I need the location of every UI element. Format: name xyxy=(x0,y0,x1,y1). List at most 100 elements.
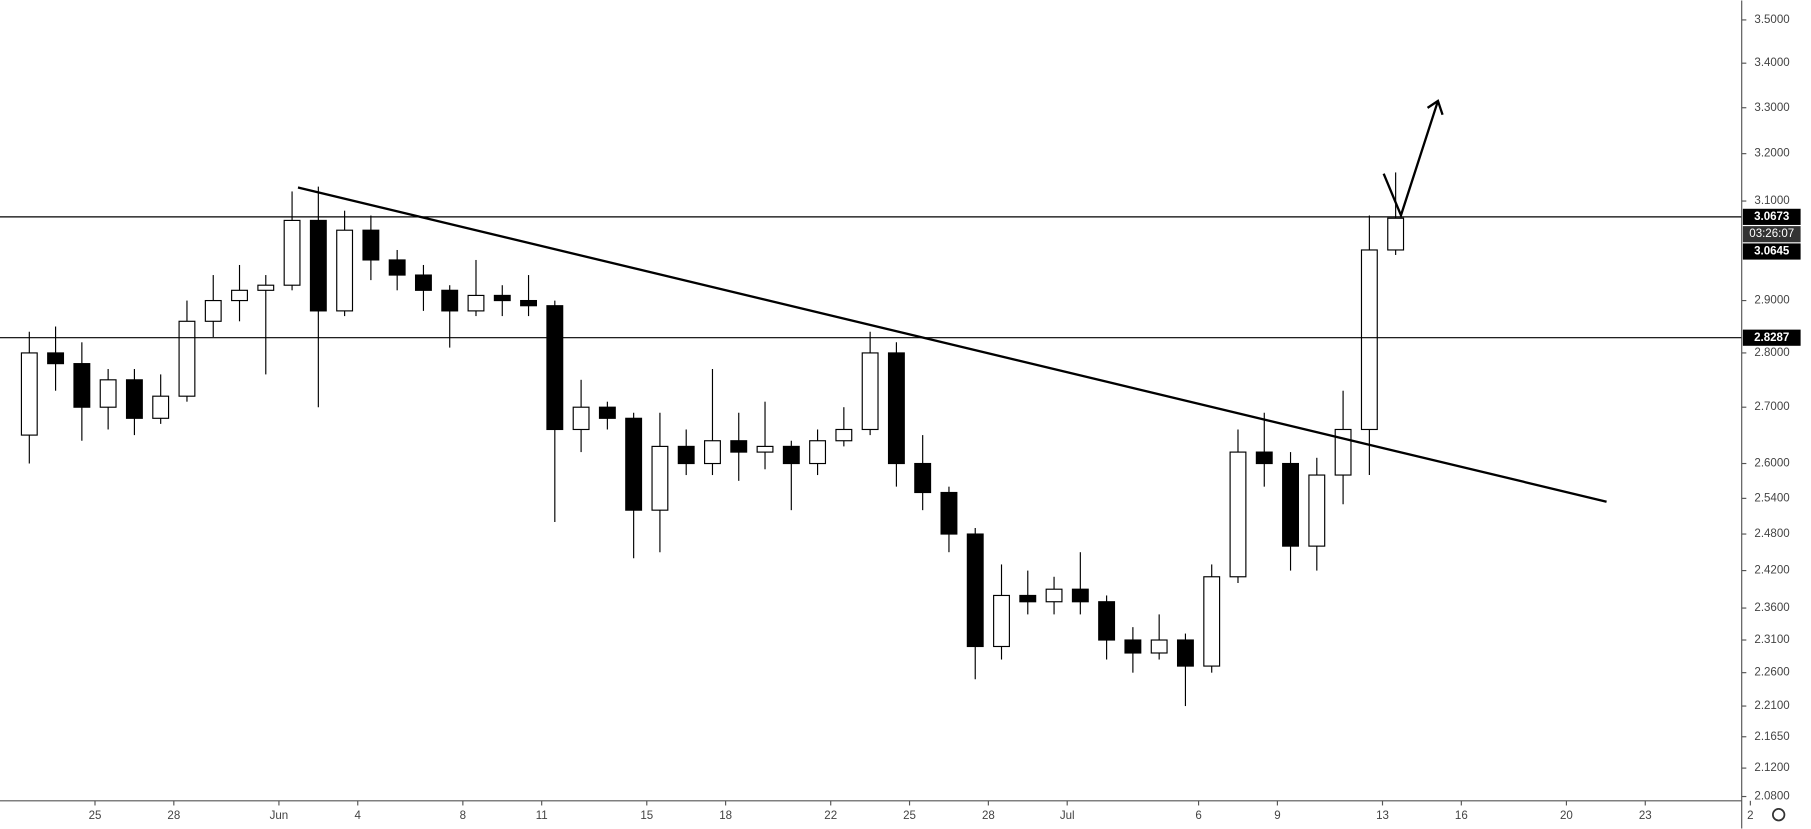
x-tick-label: 25 xyxy=(903,810,916,822)
x-tick-label: 18 xyxy=(719,810,732,822)
candle-body xyxy=(441,289,459,312)
candle-body xyxy=(625,417,643,511)
x-tick-label: 8 xyxy=(460,810,466,822)
candle-body xyxy=(99,379,117,408)
price-label-box xyxy=(1742,208,1801,225)
candle-body xyxy=(362,229,380,261)
candle-body xyxy=(336,229,354,312)
candle-body xyxy=(414,274,432,291)
y-tick-label: 2.3100 xyxy=(1754,634,1789,646)
x-tick-label: 23 xyxy=(1639,810,1652,822)
y-tick-label: 2.7000 xyxy=(1754,401,1789,413)
candle-body xyxy=(1098,601,1116,641)
candle-body xyxy=(309,219,327,312)
candle-body xyxy=(1282,462,1299,547)
x-tick-label: 6 xyxy=(1195,810,1201,822)
candle-body xyxy=(1124,639,1142,654)
candle-body xyxy=(178,320,196,397)
candle-body xyxy=(73,363,91,408)
y-tick-label: 2.0800 xyxy=(1754,791,1789,803)
y-tick-label: 2.1650 xyxy=(1754,731,1789,743)
y-tick-label: 2.2600 xyxy=(1754,667,1789,679)
candle-body xyxy=(1019,594,1037,603)
candle-body xyxy=(1176,639,1194,667)
candle-body xyxy=(204,299,222,322)
y-tick-label: 2.9000 xyxy=(1754,295,1789,307)
candle-body xyxy=(651,445,669,511)
y-tick-label: 2.4200 xyxy=(1754,565,1789,577)
x-tick-label: 28 xyxy=(167,810,180,822)
candle-body xyxy=(940,491,958,535)
candle-body xyxy=(1071,588,1089,603)
candle-body xyxy=(704,440,721,465)
x-tick-label: 25 xyxy=(89,810,102,822)
countdown: 03:26:07 xyxy=(1749,228,1794,240)
y-tick-label: 3.3000 xyxy=(1754,102,1789,114)
projection-arrow xyxy=(1382,100,1440,219)
candle-body xyxy=(231,289,248,302)
x-tick-label: 4 xyxy=(355,810,362,822)
x-tick-label: 9 xyxy=(1274,810,1280,822)
candle-body xyxy=(598,406,616,419)
candle-body xyxy=(782,445,800,465)
countdown-box xyxy=(1742,226,1801,243)
candle-body xyxy=(966,533,984,648)
y-tick-label: 2.6000 xyxy=(1754,458,1789,470)
candle-body xyxy=(1203,576,1221,667)
candle-body xyxy=(1045,588,1063,603)
price-label: 3.0673 xyxy=(1754,211,1789,223)
candle-body xyxy=(887,352,905,465)
price-label-box xyxy=(1742,329,1801,346)
y-tick-label: 3.5000 xyxy=(1754,14,1789,26)
trend-line xyxy=(297,186,1607,503)
y-tick-label: 2.5400 xyxy=(1754,492,1789,504)
candle-body xyxy=(572,406,590,431)
candle-body xyxy=(388,259,406,276)
candle-body xyxy=(467,294,485,312)
candle-body xyxy=(1334,428,1352,476)
x-tick-label: 28 xyxy=(982,810,995,822)
candle-body xyxy=(1360,249,1378,431)
candle-body xyxy=(257,284,275,291)
x-tick-label: 15 xyxy=(640,810,653,822)
y-tick-label: 3.2000 xyxy=(1754,148,1789,160)
candle-body xyxy=(152,395,170,419)
candle-body xyxy=(47,352,65,365)
y-tick-label: 3.1000 xyxy=(1754,195,1789,207)
axes: 3.5000 3.4000 3.3000 3.2000 3.1000 2.9000 2.80… xyxy=(89,14,1801,822)
candle-body xyxy=(1229,451,1247,578)
y-tick-label: 2.4800 xyxy=(1754,528,1789,540)
candle-body xyxy=(756,445,774,453)
plot-area xyxy=(0,172,1742,707)
candle-body xyxy=(1255,451,1273,465)
candle-body xyxy=(993,594,1010,648)
y-tick-label: 2.1200 xyxy=(1754,762,1789,774)
y-tick-label: 2.3600 xyxy=(1754,602,1789,614)
last-price-box xyxy=(1742,243,1801,260)
settings-icon[interactable] xyxy=(1772,808,1786,822)
price-label: 2.8287 xyxy=(1754,332,1789,344)
candle-body xyxy=(1150,639,1168,654)
y-tick-label: 2.8000 xyxy=(1754,347,1789,359)
x-tick-label: 16 xyxy=(1455,810,1468,822)
x-tick-label: 13 xyxy=(1376,810,1389,822)
y-tick-label: 2.2100 xyxy=(1754,700,1789,712)
arrow-head xyxy=(1426,99,1444,116)
candle-body xyxy=(914,462,932,494)
candle-body xyxy=(1308,474,1326,547)
candle-body xyxy=(20,352,38,436)
candle-body xyxy=(283,219,301,286)
candle-body xyxy=(125,379,143,419)
candle-body xyxy=(1387,217,1405,251)
candle-body xyxy=(835,428,853,442)
x-tick-label: Jul xyxy=(1060,810,1075,822)
last-price: 3.0645 xyxy=(1754,246,1790,258)
x-tick-label: 11 xyxy=(536,810,548,822)
x-tick-label: Jun xyxy=(270,810,289,822)
candle-body xyxy=(730,440,748,453)
candle-body xyxy=(809,440,827,465)
price-axis xyxy=(1741,0,1811,829)
candle-body xyxy=(520,299,538,307)
candle-body xyxy=(677,445,695,465)
